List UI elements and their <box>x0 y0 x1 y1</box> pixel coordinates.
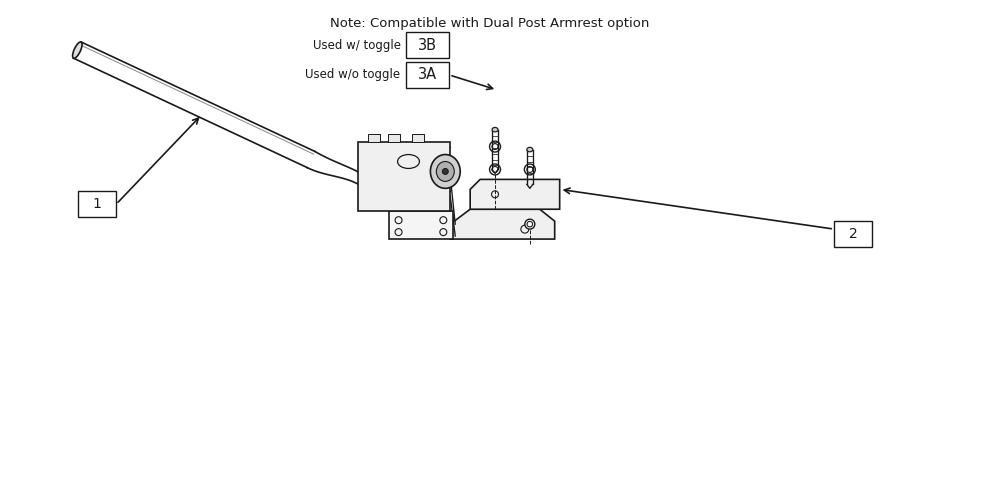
Ellipse shape <box>73 42 82 58</box>
Bar <box>834 221 872 247</box>
Text: 3A: 3A <box>418 68 437 83</box>
Bar <box>406 62 449 88</box>
Bar <box>406 32 449 58</box>
Bar <box>78 192 116 217</box>
Text: Note: Compatible with Dual Post Armrest option: Note: Compatible with Dual Post Armrest … <box>330 17 650 30</box>
Bar <box>389 211 453 239</box>
Ellipse shape <box>492 128 498 132</box>
Ellipse shape <box>490 164 500 175</box>
Ellipse shape <box>442 168 448 174</box>
Ellipse shape <box>525 219 535 229</box>
Text: 2: 2 <box>849 227 857 241</box>
Polygon shape <box>450 209 555 239</box>
Text: Used w/ toggle: Used w/ toggle <box>313 39 401 51</box>
Bar <box>368 134 380 142</box>
Bar <box>388 134 400 142</box>
Text: Used w/o toggle: Used w/o toggle <box>305 69 401 82</box>
Text: 3B: 3B <box>418 38 437 52</box>
Bar <box>358 142 450 211</box>
Ellipse shape <box>436 161 454 181</box>
Ellipse shape <box>527 147 533 152</box>
Ellipse shape <box>490 141 500 152</box>
Ellipse shape <box>430 155 460 188</box>
Ellipse shape <box>524 164 535 175</box>
Bar <box>412 134 424 142</box>
Text: 1: 1 <box>93 197 102 211</box>
Polygon shape <box>470 179 560 209</box>
